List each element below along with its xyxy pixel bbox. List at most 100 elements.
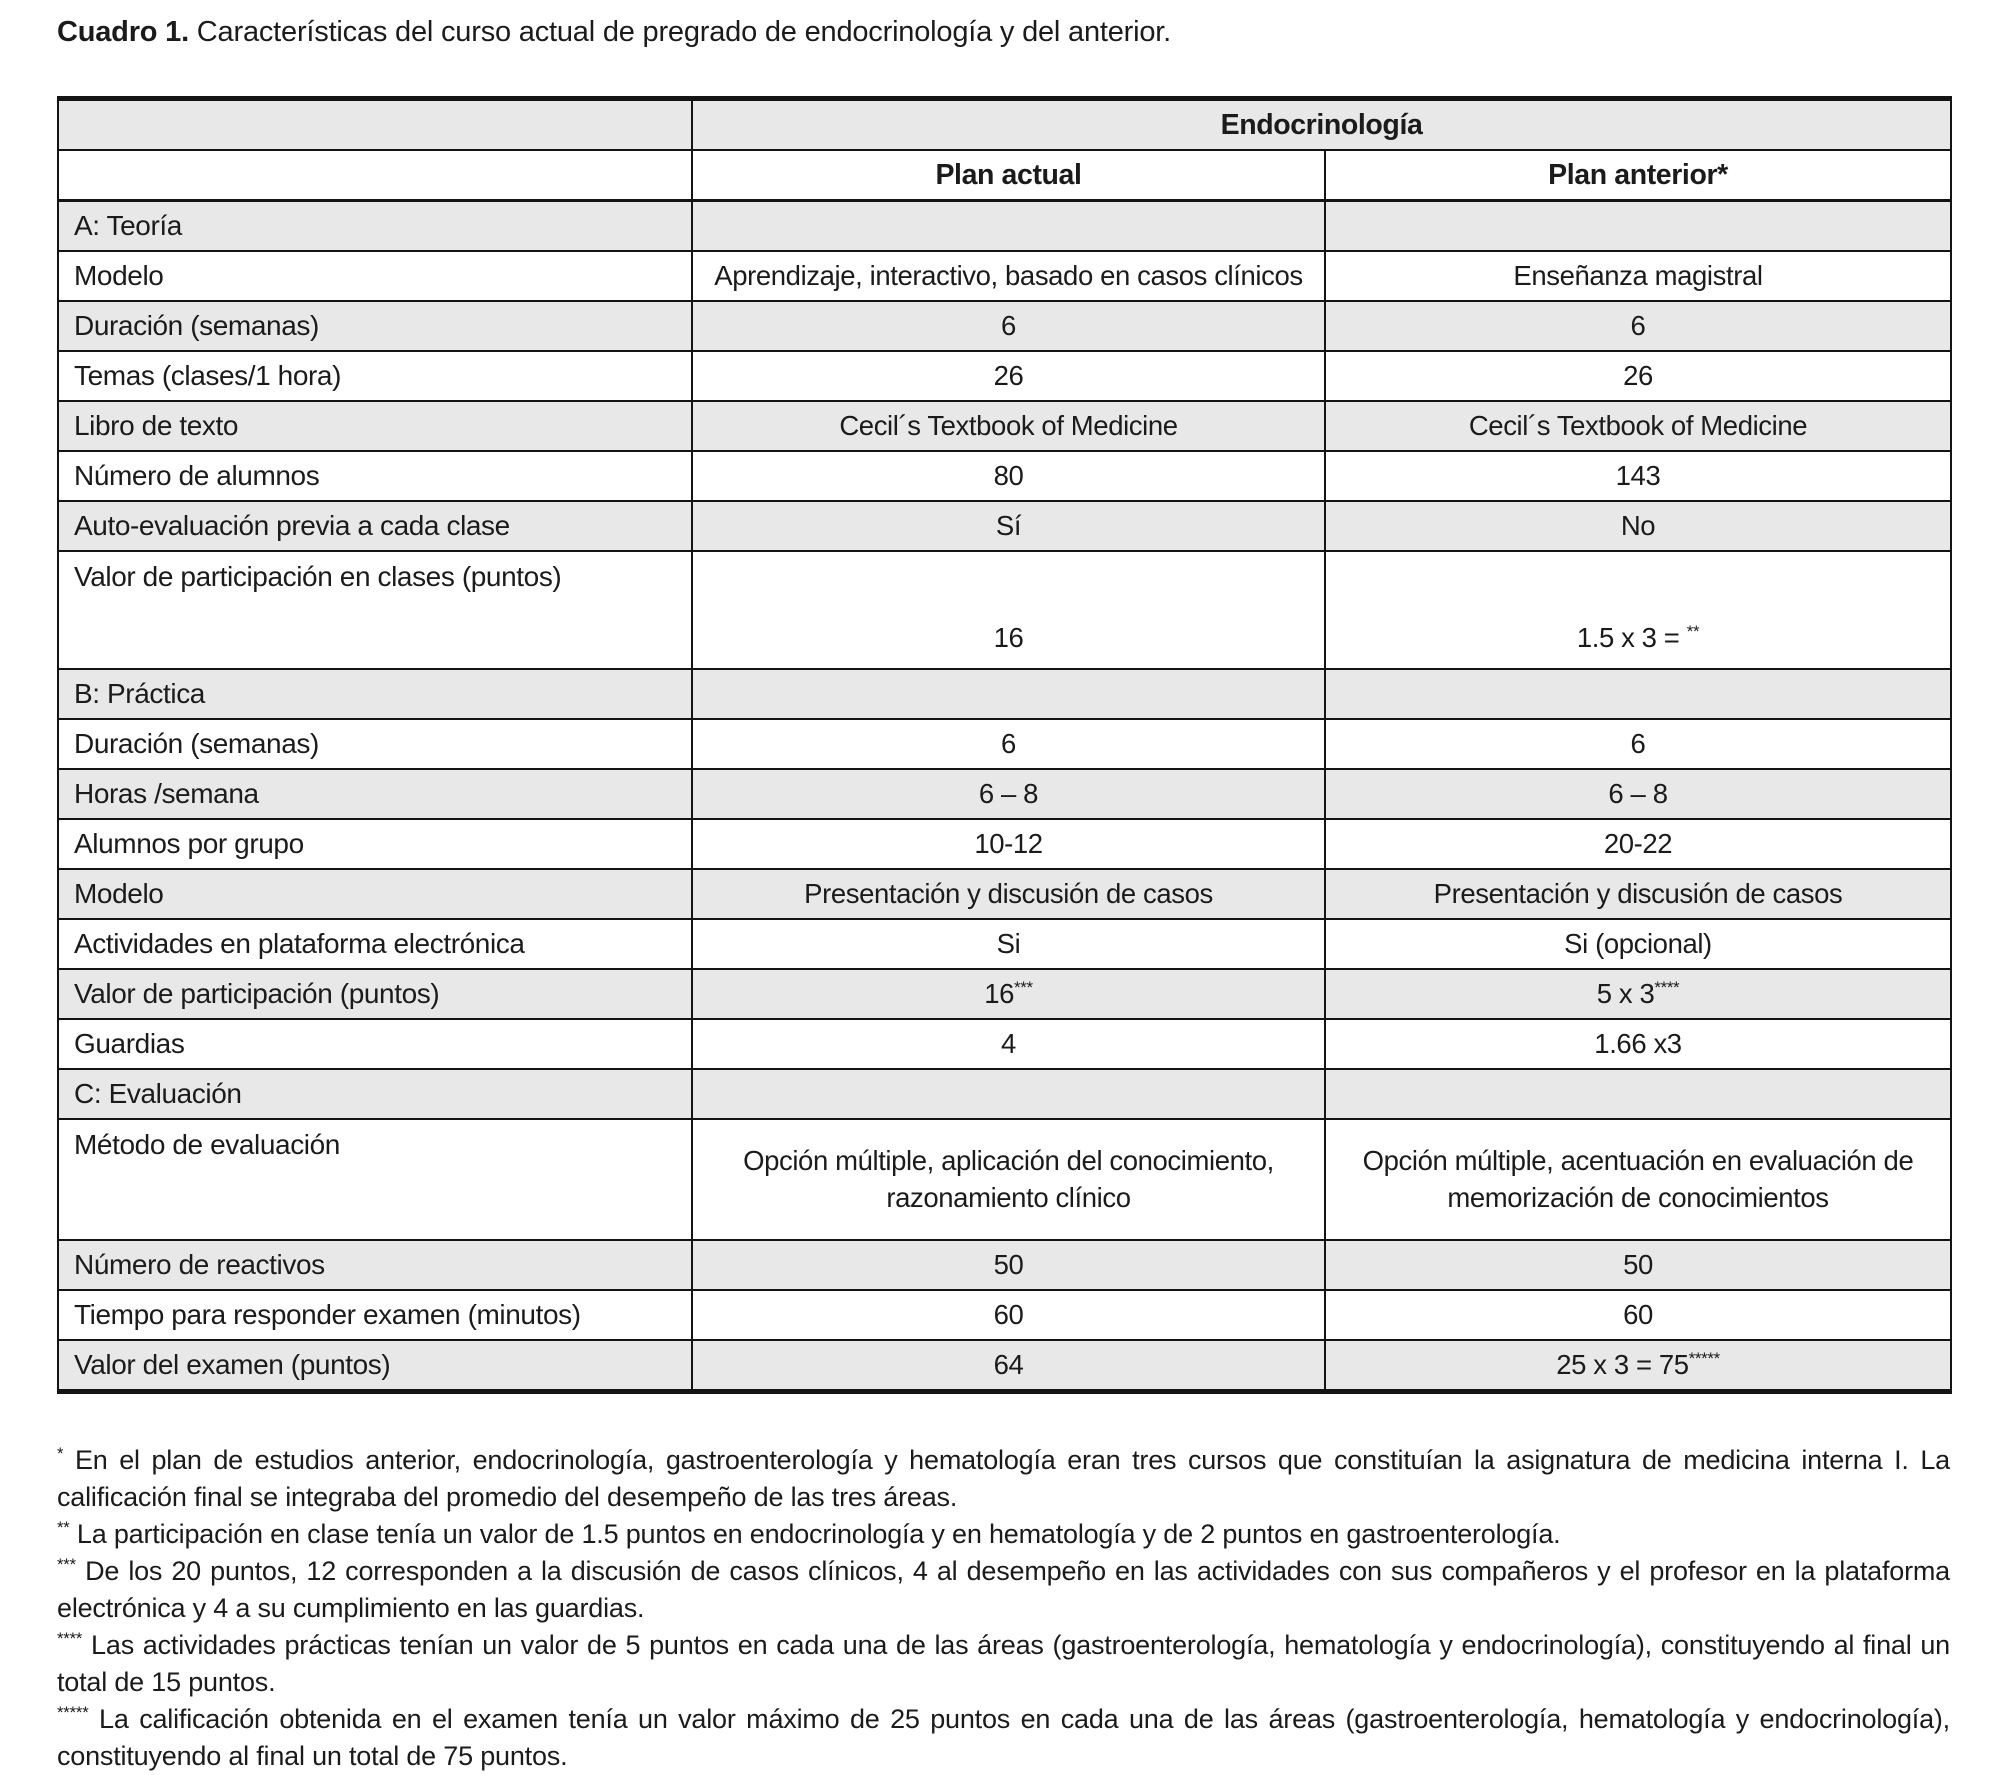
cell-value: 6 — [1001, 310, 1016, 341]
cell-value: 5 x 3 — [1596, 978, 1655, 1009]
row-label: Número de alumnos — [57, 450, 693, 502]
column-header-plan-anterior: Plan anterior* — [1323, 149, 1953, 202]
value-cell-plan-anterior: 20-22 — [1323, 818, 1953, 870]
footnote-text: La participación en clase tenía un valor… — [69, 1518, 1561, 1549]
cell-value: 10-12 — [974, 828, 1043, 859]
cell-value: 64 — [993, 1349, 1024, 1380]
footnote: **** Las actividades prácticas tenían un… — [57, 1627, 1950, 1701]
row-label: Modelo — [57, 250, 693, 302]
value-cell-plan-actual: Opción múltiple, aplicación del conocimi… — [691, 1118, 1326, 1241]
value-cell-plan-actual: 16 — [691, 550, 1326, 670]
characteristics-table: Endocrinología Plan actual Plan anterior… — [57, 96, 1953, 1394]
row-label: Número de reactivos — [57, 1239, 693, 1291]
cell-value: 50 — [993, 1249, 1024, 1280]
cell-value: 6 — [1001, 728, 1016, 759]
footnote-marker: ***** — [57, 1702, 89, 1722]
footnote-marker-ref: *** — [1014, 977, 1033, 997]
value-cell-plan-anterior: 25 x 3 = 75***** — [1323, 1339, 1953, 1394]
row-label: Horas /semana — [57, 768, 693, 820]
table-row: Libro de texto Cecil´s Textbook of Medici… — [57, 400, 1953, 452]
footnote-text: Las actividades prácticas tenían un valo… — [57, 1629, 1950, 1697]
value-cell-plan-anterior — [1323, 199, 1953, 252]
footnote-marker-ref: ***** — [1688, 1348, 1721, 1368]
group-header-row: Endocrinología — [57, 96, 1953, 151]
table-row: Modelo Aprendizaje, interactivo, basado e… — [57, 250, 1953, 302]
value-cell-plan-actual: 6 — [691, 718, 1326, 770]
cell-value: 25 x 3 = 75 — [1556, 1349, 1689, 1380]
cell-value: Presentación y discusión de casos — [804, 878, 1213, 909]
table-row: Método de evaluación Opción múltiple, apl… — [57, 1118, 1953, 1241]
footnote-text: De los 20 puntos, 12 corresponden a la d… — [57, 1555, 1950, 1623]
footnote: ** La participación en clase tenía un va… — [57, 1516, 1950, 1553]
value-cell-plan-anterior: 6 — [1323, 300, 1953, 352]
value-cell-plan-anterior: 60 — [1323, 1289, 1953, 1341]
row-label: Valor del examen (puntos) — [57, 1339, 693, 1394]
cell-value: Aprendizaje, interactivo, basado en caso… — [714, 260, 1303, 291]
footnote-marker-ref: ** — [1686, 621, 1700, 641]
value-cell-plan-anterior: Cecil´s Textbook of Medicine — [1323, 400, 1953, 452]
value-cell-plan-anterior: 6 — [1323, 718, 1953, 770]
value-cell-plan-actual: Presentación y discusión de casos — [691, 868, 1326, 920]
cell-value: 6 — [1630, 728, 1646, 759]
table-row: Actividades en plataforma electrónica Si S… — [57, 918, 1953, 970]
value-cell-plan-actual: Aprendizaje, interactivo, basado en caso… — [691, 250, 1326, 302]
value-cell-plan-actual: 6 — [691, 300, 1326, 352]
section-label: B: Práctica — [57, 668, 693, 720]
value-cell-plan-anterior: Presentación y discusión de casos — [1323, 868, 1953, 920]
cell-value: 80 — [993, 460, 1024, 491]
cell-value: Opción múltiple, aplicación del conocimi… — [743, 1145, 1274, 1213]
section-row: B: Práctica — [57, 668, 1953, 720]
row-label: Alumnos por grupo — [57, 818, 693, 870]
cell-value: 16 — [984, 978, 1015, 1009]
cell-value: 26 — [1623, 360, 1653, 391]
value-cell-plan-anterior: No — [1323, 500, 1953, 552]
value-cell-plan-actual: Si — [691, 918, 1326, 970]
table-row: Temas (clases/1 hora) 26 26 — [57, 350, 1953, 402]
value-cell-plan-anterior — [1323, 668, 1953, 720]
value-cell-plan-actual: Cecil´s Textbook of Medicine — [691, 400, 1326, 452]
footnote-marker: **** — [57, 1628, 83, 1648]
value-cell-plan-anterior: 1.66 x3 — [1323, 1018, 1953, 1070]
value-cell-plan-anterior: 5 x 3**** — [1323, 968, 1953, 1020]
column-header-row: Plan actual Plan anterior* — [57, 149, 1953, 202]
footnote-text: En el plan de estudios anterior, endocri… — [57, 1445, 1950, 1512]
value-cell-plan-actual — [691, 1068, 1326, 1120]
value-cell-plan-actual: 60 — [691, 1289, 1326, 1341]
corner-cell — [57, 96, 693, 151]
table-row: Alumnos por grupo 10-12 20-22 — [57, 818, 1953, 870]
cell-value: 6 – 8 — [1608, 778, 1668, 809]
value-cell-plan-actual: 4 — [691, 1018, 1326, 1070]
cell-value: Opción múltiple, acentuación en evaluaci… — [1362, 1145, 1914, 1213]
value-cell-plan-actual — [691, 199, 1326, 252]
value-cell-plan-anterior: Enseñanza magistral — [1323, 250, 1953, 302]
cell-value: 143 — [1615, 460, 1661, 491]
row-label: Actividades en plataforma electrónica — [57, 918, 693, 970]
table-row: Duración (semanas) 6 6 — [57, 718, 1953, 770]
cell-value: Sí — [995, 510, 1022, 541]
row-label: Valor de participación (puntos) — [57, 968, 693, 1020]
table-row: Auto-evaluación previa a cada clase Sí No — [57, 500, 1953, 552]
cell-value: Si — [996, 928, 1021, 959]
cell-value: Cecil´s Textbook of Medicine — [839, 410, 1178, 441]
cell-value: 50 — [1623, 1249, 1653, 1280]
cell-value: 20-22 — [1603, 828, 1673, 859]
section-row: A: Teoría — [57, 199, 1953, 252]
value-cell-plan-actual: 10-12 — [691, 818, 1326, 870]
footnotes: * En el plan de estudios anterior, endoc… — [57, 1442, 1950, 1775]
section-label: C: Evaluación — [57, 1068, 693, 1120]
row-label: Duración (semanas) — [57, 300, 693, 352]
footnote-marker: * — [57, 1444, 64, 1463]
table-title: Cuadro 1. Características del curso actu… — [57, 16, 1950, 49]
value-cell-plan-anterior: 1.5 x 3 = ** — [1323, 550, 1953, 670]
cell-value: 26 — [993, 360, 1024, 391]
cell-value: 6 – 8 — [978, 778, 1039, 809]
cell-value: 60 — [1623, 1299, 1653, 1330]
table-row: Valor del examen (puntos) 64 25 x 3 = 75**… — [57, 1339, 1953, 1394]
cell-value: Presentación y discusión de casos — [1433, 878, 1843, 909]
section-row: C: Evaluación — [57, 1068, 1953, 1120]
row-label: Auto-evaluación previa a cada clase — [57, 500, 693, 552]
cell-value: Si (opcional) — [1564, 928, 1712, 959]
cell-value: No — [1620, 510, 1656, 541]
value-cell-plan-actual: 80 — [691, 450, 1326, 502]
